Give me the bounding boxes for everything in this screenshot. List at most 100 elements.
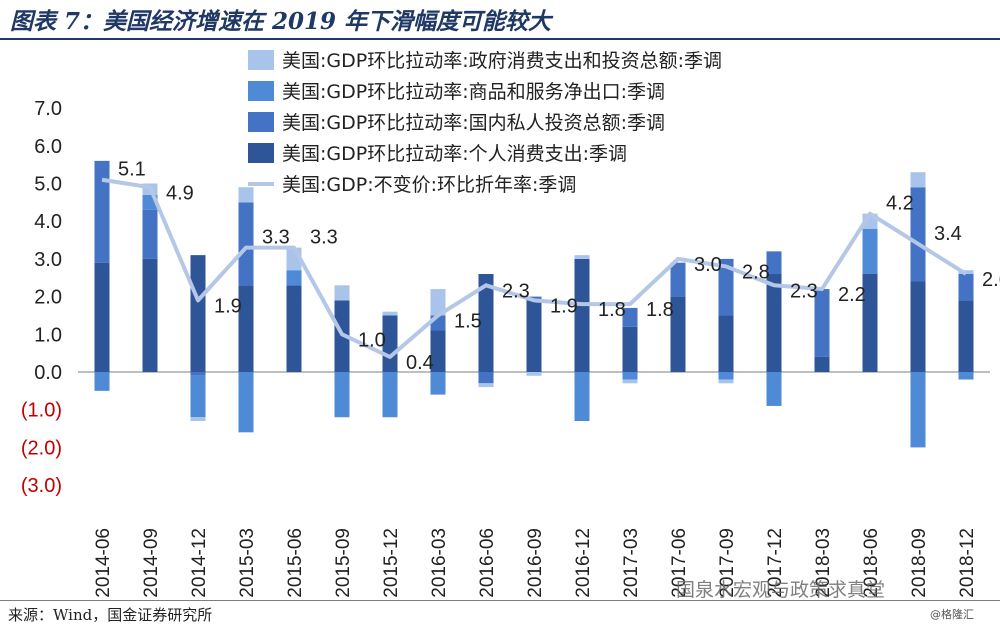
bar-consumption — [574, 258, 590, 372]
gdp-data-label: 2.6 — [982, 269, 1000, 291]
x-tick-label: 2018-06 — [861, 528, 882, 598]
gdp-data-label: 4.9 — [166, 182, 194, 204]
legend-swatch — [248, 142, 274, 163]
bar-consumption — [94, 262, 110, 372]
gdp-data-label: 1.8 — [646, 299, 674, 321]
bar-consumption — [766, 273, 782, 372]
bar-consumption — [238, 285, 254, 372]
watermark-wechat: 国泉水宏观与政策求真堂 — [676, 579, 886, 601]
gdp-data-label: 2.8 — [742, 261, 770, 283]
bar-government — [526, 372, 542, 376]
x-tick-label: 2014-06 — [93, 528, 114, 598]
bar-net-exports — [718, 372, 734, 380]
x-tick-label: 2018-03 — [813, 528, 834, 598]
bar-net-exports — [190, 375, 206, 418]
bar-government — [478, 383, 494, 388]
bar-net-exports — [334, 372, 350, 418]
bar-government — [382, 311, 398, 316]
legend-label: 美国:GDP环比拉动率:个人消费支出:季调 — [282, 143, 628, 165]
bar-government — [622, 379, 638, 384]
gdp-data-label: 3.3 — [310, 227, 338, 249]
bar-consumption — [862, 273, 878, 372]
legend-label: 美国:GDP环比拉动率:国内私人投资总额:季调 — [282, 112, 666, 134]
bar-private-investment — [238, 202, 254, 286]
x-tick-label: 2015-06 — [285, 528, 306, 598]
x-tick-label: 2017-03 — [621, 528, 642, 598]
bar-government — [910, 172, 926, 188]
x-tick-label: 2016-12 — [573, 528, 594, 598]
bar-consumption — [430, 330, 446, 372]
legend-swatch — [248, 80, 274, 101]
x-tick-label: 2017-09 — [717, 528, 738, 598]
legend-label: 美国:GDP环比拉动率:商品和服务净出口:季调 — [282, 81, 666, 103]
gdp-data-label: 1.9 — [550, 295, 578, 317]
legend-item: 美国:GDP环比拉动率:商品和服务净出口:季调 — [248, 75, 722, 106]
x-tick-label: 2018-09 — [909, 528, 930, 598]
bar-private-investment — [478, 372, 494, 384]
legend-swatch — [248, 111, 274, 132]
bar-net-exports — [766, 372, 782, 406]
legend-item: 美国:GDP环比拉动率:个人消费支出:季调 — [248, 137, 722, 168]
bar-net-exports — [430, 372, 446, 395]
y-tick-label: 0.0 — [34, 362, 62, 384]
bar-government — [718, 379, 734, 384]
bar-government — [430, 289, 446, 316]
bar-private-investment — [814, 289, 830, 357]
bar-private-investment — [190, 372, 206, 376]
chart-legend: 美国:GDP环比拉动率:政府消费支出和投资总额:季调 美国:GDP环比拉动率:商品… — [248, 44, 722, 199]
bar-consumption — [526, 300, 542, 372]
y-tick-label: 6.0 — [34, 136, 62, 158]
y-tick-label: (1.0) — [21, 400, 62, 422]
legend-label: 美国:GDP:不变价:环比折年率:季调 — [282, 174, 577, 196]
gdp-data-label: 3.0 — [694, 254, 722, 276]
gdp-data-label: 0.4 — [406, 352, 434, 374]
gdp-data-label: 1.9 — [214, 295, 242, 317]
bar-private-investment — [622, 307, 638, 327]
bar-consumption — [142, 258, 158, 372]
bar-consumption — [478, 273, 494, 372]
gdp-data-label: 2.3 — [790, 280, 818, 302]
gdp-data-label: 2.2 — [838, 284, 866, 306]
footer-rule — [0, 600, 1000, 601]
bar-consumption — [190, 255, 206, 372]
y-tick-label: (3.0) — [21, 475, 62, 497]
y-tick-label: 2.0 — [34, 287, 62, 309]
bar-government — [334, 285, 350, 301]
gdp-data-label: 1.5 — [454, 310, 482, 332]
gdp-data-label: 3.4 — [934, 223, 962, 245]
bar-consumption — [718, 315, 734, 372]
bar-government — [190, 417, 206, 422]
gdp-data-label: 3.3 — [262, 227, 290, 249]
title-rule — [0, 38, 1000, 40]
bar-private-investment — [766, 251, 782, 274]
x-tick-label: 2016-03 — [429, 528, 450, 598]
legend-item: 美国:GDP:不变价:环比折年率:季调 — [248, 168, 722, 199]
chart-plot: (3.0) (2.0) (1.0) 0.0 1.0 2.0 3.0 4.0 5.0 6.0 7.0 5… — [21, 98, 1000, 598]
bar-net-exports — [286, 270, 302, 286]
gdp-data-label: 2.3 — [502, 280, 530, 302]
bar-net-exports — [862, 228, 878, 274]
source-note: 来源：Wind，国金证券研究所 — [8, 606, 213, 624]
bar-private-investment — [910, 187, 926, 282]
bar-government — [238, 187, 254, 203]
x-tick-label: 2015-09 — [333, 528, 354, 598]
legend-swatch — [248, 181, 274, 186]
gdp-data-label: 1.8 — [598, 299, 626, 321]
y-tick-label: 1.0 — [34, 324, 62, 346]
x-tick-label: 2016-09 — [525, 528, 546, 598]
gdp-growth-line — [101, 177, 968, 359]
legend-swatch — [248, 49, 274, 70]
x-tick-label: 2015-12 — [381, 528, 402, 598]
bar-consumption — [622, 326, 638, 372]
x-tick-label: 2018-12 — [957, 528, 978, 598]
bar-consumption — [670, 296, 686, 372]
gdp-data-label: 1.0 — [358, 329, 386, 351]
bar-consumption — [910, 281, 926, 372]
bar-consumption — [286, 285, 302, 372]
gdp-data-label: 4.2 — [886, 193, 914, 215]
legend-label: 美国:GDP环比拉动率:政府消费支出和投资总额:季调 — [282, 50, 723, 72]
x-tick-label: 2014-09 — [141, 528, 162, 598]
bar-consumption — [382, 315, 398, 372]
bar-private-investment — [670, 262, 686, 297]
y-tick-label: 7.0 — [34, 98, 62, 120]
